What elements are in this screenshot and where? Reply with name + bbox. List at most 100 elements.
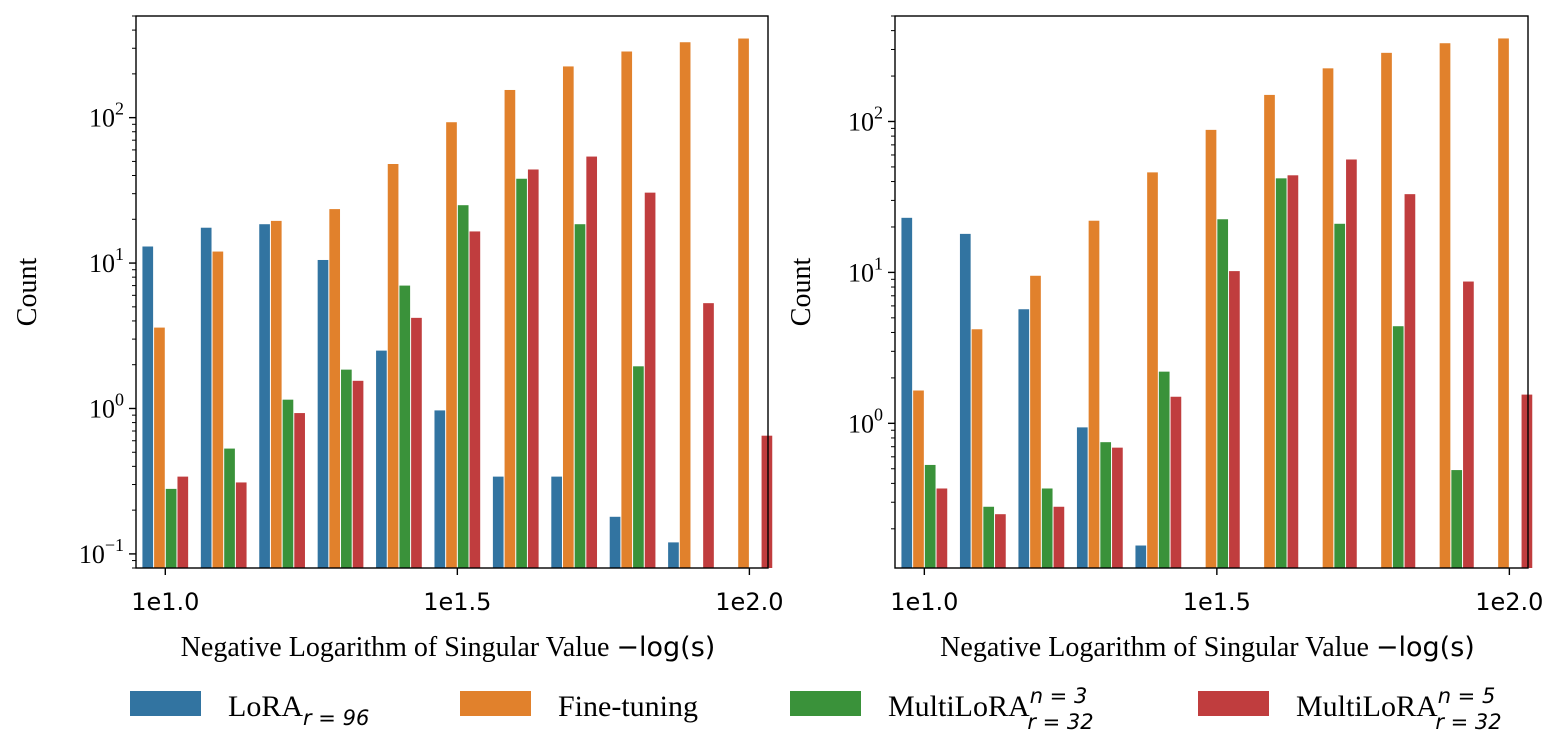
- right-bar-MultiLoRA_r=32^n=5-3: [1112, 447, 1123, 568]
- right-bar-Fine-tuning-10: [1498, 38, 1509, 568]
- right-xtick-label-1: 1e1.5: [1183, 588, 1251, 616]
- right-bar-MultiLoRA_r=32^n=3-4: [1158, 371, 1170, 568]
- left-xtick-label-2: 1e2.0: [715, 588, 783, 616]
- right-bar-MultiLoRA_r=32^n=3-6: [1275, 178, 1287, 568]
- right-bar-Fine-tuning-4: [1147, 172, 1158, 568]
- legend-label-0: LoRAr = 96: [228, 690, 369, 730]
- left-bar-Fine-tuning-7: [562, 66, 574, 569]
- left-bar-MultiLoRA_r=32^n=3-5: [457, 205, 469, 568]
- right-bar-LoRA_r=96-3: [1076, 427, 1088, 568]
- left-bar-MultiLoRA_r=32^n=5-3: [352, 380, 364, 568]
- right-bar-MultiLoRA_r=32^n=5-5: [1229, 271, 1240, 568]
- right-bar-MultiLoRA_r=32^n=5-10: [1521, 394, 1533, 568]
- left-bar-MultiLoRA_r=32^n=3-0: [165, 488, 177, 568]
- left-bar-MultiLoRA_r=32^n=5-4: [411, 317, 422, 568]
- legend-swatch-0: [130, 691, 201, 716]
- right-bar-MultiLoRA_r=32^n=5-1: [995, 514, 1006, 568]
- left-bar-MultiLoRA_r=32^n=3-8: [633, 366, 644, 568]
- right-bar-MultiLoRA_r=32^n=5-9: [1463, 281, 1474, 568]
- left-bar-Fine-tuning-0: [154, 327, 165, 568]
- right-bar-Fine-tuning-8: [1381, 52, 1392, 568]
- right-bar-Fine-tuning-3: [1088, 220, 1100, 569]
- left-bar-LoRA_r=96-0: [142, 246, 154, 568]
- right-bar-MultiLoRA_r=32^n=5-8: [1404, 194, 1416, 568]
- left-bar-MultiLoRA_r=32^n=3-6: [516, 178, 527, 568]
- right-ylabel: Count: [786, 258, 817, 327]
- right-bar-Fine-tuning-6: [1264, 94, 1275, 568]
- left-bar-MultiLoRA_r=32^n=3-2: [282, 399, 294, 568]
- right-bar-MultiLoRA_r=32^n=5-7: [1346, 159, 1357, 569]
- left-bar-MultiLoRA_r=32^n=3-3: [341, 369, 352, 568]
- right-bar-MultiLoRA_r=32^n=3-9: [1451, 470, 1463, 568]
- left-bar-MultiLoRA_r=32^n=5-6: [527, 169, 539, 569]
- right-ytick-label-0: 100: [848, 404, 883, 438]
- right-bar-Fine-tuning-7: [1322, 68, 1334, 568]
- left-ylabel: Count: [12, 258, 43, 327]
- right-bar-LoRA_r=96-1: [959, 233, 971, 568]
- legend-label-1: Fine-tuning: [558, 690, 698, 723]
- right-bar-MultiLoRA_r=32^n=3-2: [1041, 488, 1053, 568]
- left-bar-MultiLoRA_r=32^n=5-9: [703, 303, 714, 568]
- left-bar-LoRA_r=96-2: [259, 224, 270, 568]
- left-axes-frame: [135, 15, 769, 569]
- left-ytick-label-1: 100: [89, 389, 124, 423]
- right-bar-MultiLoRA_r=32^n=5-0: [936, 488, 948, 568]
- right-xlabel: Negative Logarithm of Singular Value −lo…: [940, 632, 1475, 663]
- left-bar-Fine-tuning-4: [387, 164, 399, 568]
- left-bar-MultiLoRA_r=32^n=3-7: [574, 224, 586, 568]
- left-bar-Fine-tuning-8: [621, 51, 633, 568]
- left-bar-MultiLoRA_r=32^n=5-5: [469, 231, 481, 568]
- right-bar-MultiLoRA_r=32^n=3-8: [1392, 326, 1404, 568]
- left-bar-LoRA_r=96-6: [492, 476, 504, 568]
- left-xlabel: Negative Logarithm of Singular Value −lo…: [181, 632, 716, 663]
- right-bar-MultiLoRA_r=32^n=5-4: [1170, 396, 1182, 568]
- left-bar-LoRA_r=96-1: [200, 227, 212, 568]
- left-bar-LoRA_r=96-5: [434, 410, 446, 568]
- left-bar-Fine-tuning-5: [446, 122, 457, 568]
- left-xtick-label-0: 1e1.0: [131, 588, 199, 616]
- legend-swatch-2: [790, 691, 861, 716]
- left-bar-Fine-tuning-6: [504, 89, 516, 568]
- right-bar-Fine-tuning-0: [913, 390, 924, 568]
- right-xtick-label-0: 1e1.0: [890, 588, 958, 616]
- right-bar-Fine-tuning-2: [1030, 275, 1041, 568]
- right-ytick-label-1: 101: [848, 253, 883, 287]
- right-bar-Fine-tuning-9: [1439, 43, 1451, 569]
- right-bar-Fine-tuning-1: [971, 329, 983, 568]
- left-bar-MultiLoRA_r=32^n=5-1: [235, 482, 247, 568]
- left-bar-LoRA_r=96-9: [668, 542, 679, 568]
- left-bar-Fine-tuning-2: [270, 220, 282, 568]
- left-bar-LoRA_r=96-7: [551, 476, 562, 568]
- right-bar-MultiLoRA_r=32^n=3-1: [983, 506, 995, 568]
- legend-swatch-3: [1198, 691, 1269, 716]
- left-bar-MultiLoRA_r=32^n=5-0: [177, 476, 189, 568]
- right-axes-frame: [894, 15, 1529, 569]
- left-bar-LoRA_r=96-3: [317, 259, 329, 568]
- left-xtick-label-1: 1e1.5: [423, 588, 491, 616]
- left-ytick-label-0: 10−1: [79, 535, 124, 569]
- right-bar-LoRA_r=96-2: [1018, 309, 1030, 568]
- right-bar-LoRA_r=96-4: [1135, 545, 1147, 568]
- left-bar-MultiLoRA_r=32^n=5-8: [644, 192, 656, 568]
- legend-swatch-1: [460, 691, 531, 716]
- left-bar-MultiLoRA_r=32^n=3-1: [224, 448, 235, 568]
- right-bar-MultiLoRA_r=32^n=3-3: [1100, 442, 1112, 568]
- left-ytick-label-3: 102: [89, 99, 124, 133]
- left-bar-MultiLoRA_r=32^n=3-4: [399, 285, 411, 568]
- right-bar-Fine-tuning-5: [1205, 129, 1217, 568]
- right-xtick-label-2: 1e2.0: [1475, 588, 1543, 616]
- right-bar-MultiLoRA_r=32^n=3-5: [1217, 219, 1229, 568]
- right-bar-MultiLoRA_r=32^n=3-7: [1334, 223, 1346, 568]
- right-bar-MultiLoRA_r=32^n=5-6: [1287, 175, 1299, 569]
- left-bar-MultiLoRA_r=32^n=5-10: [761, 435, 773, 568]
- left-bar-LoRA_r=96-8: [609, 516, 621, 568]
- left-subplot: 10−1 100 101 102 1e1.0 1e1.5 1e2.0 Negative Log…: [12, 15, 783, 663]
- right-bar-MultiLoRA_r=32^n=5-2: [1053, 506, 1065, 568]
- left-bar-Fine-tuning-9: [679, 42, 691, 569]
- left-bar-LoRA_r=96-4: [376, 350, 387, 568]
